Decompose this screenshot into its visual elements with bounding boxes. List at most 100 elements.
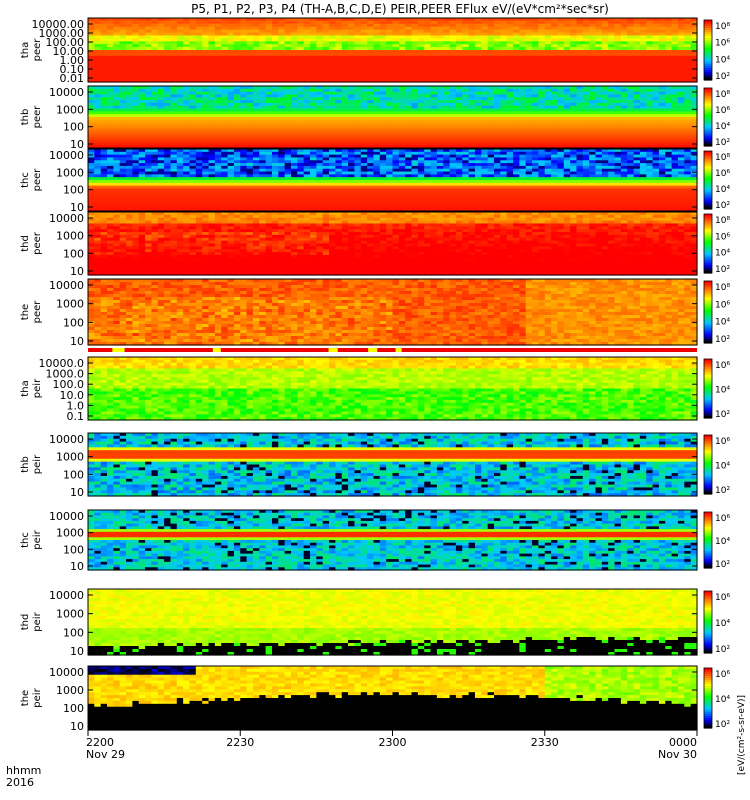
heatmap-cell [417, 29, 425, 34]
heatmap-cell [658, 67, 666, 71]
heatmap-cell [100, 102, 108, 107]
heatmap-cell [595, 26, 603, 31]
heatmap-cell [189, 35, 197, 39]
heatmap-cell [240, 26, 248, 31]
heatmap-cell [690, 44, 698, 48]
colorbar-tick-label: 10² [715, 138, 730, 148]
heatmap-cell [652, 35, 660, 39]
heatmap-cell [405, 73, 413, 77]
heatmap-cell [265, 38, 273, 42]
heatmap-cell [348, 64, 356, 69]
heatmap-cell [107, 100, 114, 104]
heatmap-cell [310, 23, 317, 28]
heatmap-cell [265, 47, 273, 51]
heatmap-cell [126, 58, 133, 63]
heatmap-cell [195, 44, 203, 48]
heatmap-cell [100, 88, 108, 93]
heatmap-cell [443, 29, 451, 34]
heatmap-cell [570, 41, 578, 45]
heatmap-cell [367, 26, 375, 31]
heatmap-cell [354, 79, 362, 83]
heatmap-cell [601, 58, 609, 63]
heatmap-cell [310, 20, 317, 25]
heatmap-cell [658, 61, 666, 66]
heatmap-cell [538, 47, 546, 51]
heatmap-cell [500, 50, 508, 54]
heatmap-cell [335, 52, 343, 57]
heatmap-cell [240, 35, 248, 39]
heatmap-cell [671, 70, 679, 74]
heatmap-cell [614, 26, 622, 31]
heatmap-cell [367, 35, 375, 39]
heatmap-cell [462, 26, 470, 31]
heatmap-cell [639, 50, 647, 54]
heatmap-cell [354, 38, 362, 42]
heatmap-cell [221, 55, 229, 60]
chart-title: P5, P1, P2, P3, P4 (TH-A,B,C,D,E) PEIR,P… [191, 2, 609, 16]
heatmap-cell [88, 86, 95, 90]
heatmap-cell [449, 44, 457, 48]
colorbar-segment [704, 62, 712, 65]
heatmap-cell [608, 55, 616, 60]
heatmap-cell [208, 29, 216, 34]
heatmap-cell [126, 18, 133, 22]
heatmap-cell [538, 52, 546, 57]
heatmap-cell [176, 67, 184, 71]
heatmap-cell [551, 50, 559, 54]
heatmap-cell [100, 26, 108, 31]
heatmap-cell [297, 76, 305, 80]
colorbar-segment [704, 32, 712, 35]
heatmap-cell [379, 32, 387, 37]
heatmap-cell [240, 70, 248, 74]
heatmap-cell [284, 26, 292, 31]
heatmap-cell [107, 32, 114, 37]
heatmap-cell [658, 32, 666, 37]
heatmap-cell [94, 29, 102, 34]
heatmap-cell [189, 20, 197, 25]
heatmap-cell [367, 79, 375, 83]
heatmap-cell [582, 41, 590, 45]
heatmap-cell [525, 70, 533, 74]
heatmap-cell [132, 55, 140, 60]
heatmap-cell [443, 35, 451, 39]
heatmap-cell [633, 64, 641, 69]
heatmap-cell [430, 79, 438, 83]
heatmap-cell [170, 35, 178, 39]
heatmap-cell [379, 38, 387, 42]
heatmap-cell [132, 64, 140, 69]
heatmap-cell [462, 67, 470, 71]
heatmap-cell [500, 18, 508, 22]
heatmap-cell [278, 73, 286, 77]
heatmap-cell [246, 35, 254, 39]
heatmap-cell [151, 55, 159, 60]
heatmap-cell [221, 35, 229, 39]
heatmap-cell [462, 50, 470, 54]
heatmap-cell [417, 38, 425, 42]
heatmap-cell [544, 23, 552, 28]
heatmap-cell [430, 55, 438, 60]
heatmap-cell [107, 73, 114, 77]
heatmap-cell [145, 38, 153, 42]
heatmap-cell [620, 70, 628, 74]
heatmap-cell [107, 128, 114, 132]
heatmap-cell [303, 47, 311, 51]
heatmap-cell [633, 58, 641, 63]
heatmap-cell [107, 76, 114, 80]
heatmap-cell [348, 50, 356, 54]
heatmap-cell [329, 23, 336, 28]
heatmap-cell [646, 35, 654, 39]
heatmap-cell [138, 20, 146, 25]
heatmap-cell [367, 64, 375, 69]
heatmap-cell [494, 38, 501, 42]
heatmap-cell [462, 76, 470, 80]
heatmap-cell [398, 32, 406, 37]
heatmap-cell [240, 23, 248, 28]
heatmap-cell [151, 47, 159, 51]
heatmap-cell [183, 18, 191, 22]
heatmap-cell [677, 38, 685, 42]
heatmap-cell [221, 61, 229, 66]
heatmap-cell [474, 32, 482, 37]
heatmap-cell [240, 76, 248, 80]
heatmap-cell [360, 76, 368, 80]
heatmap-cell [284, 76, 292, 80]
